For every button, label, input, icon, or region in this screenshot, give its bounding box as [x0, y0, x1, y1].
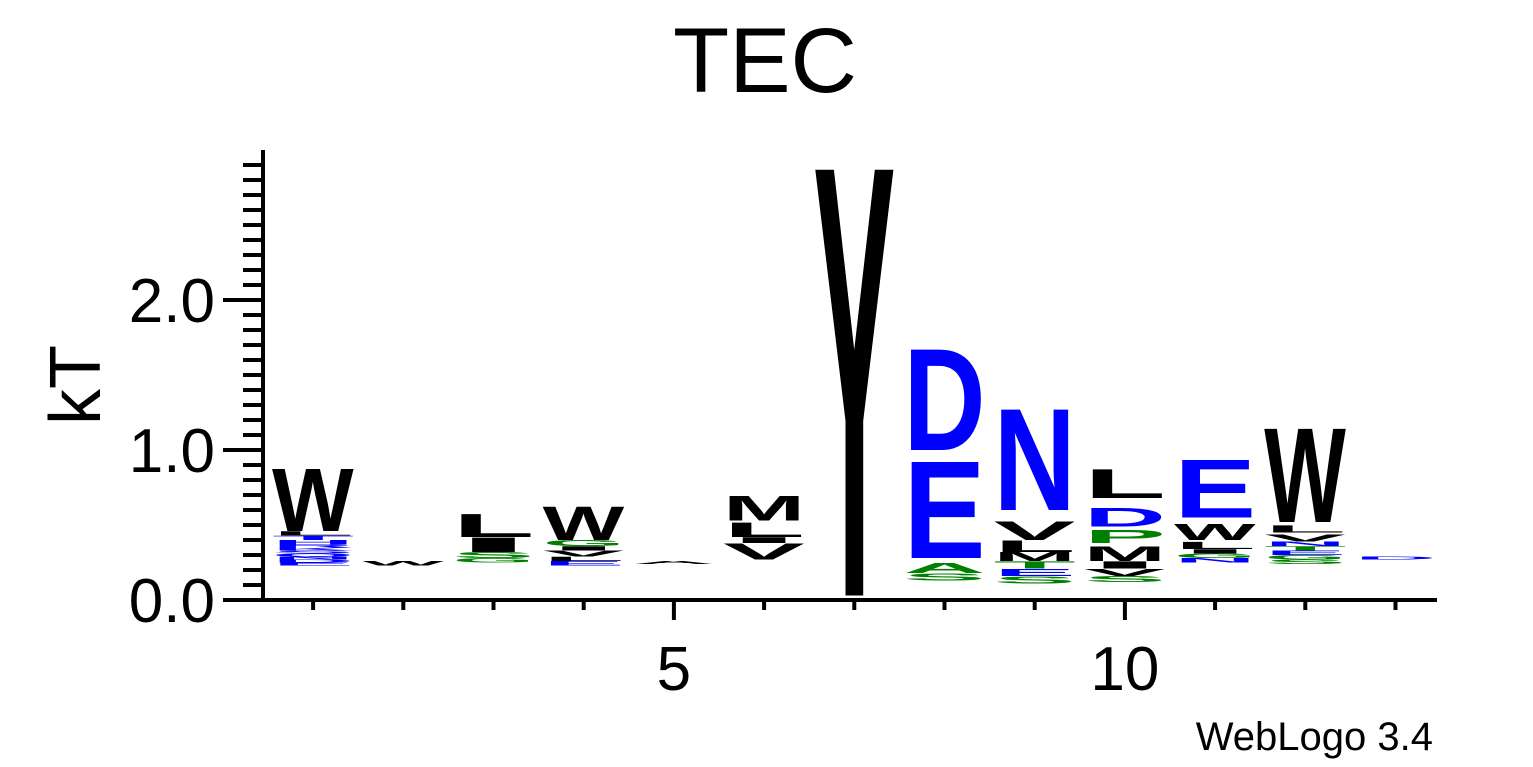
logo-letter-v: V: [994, 516, 1076, 546]
logo-letter-l: L: [1084, 461, 1166, 507]
logo-letter-s: S: [452, 550, 534, 559]
logo-letter-l: L: [452, 507, 534, 544]
logo-letter-i: I: [1174, 548, 1256, 555]
logo-letter-i: I: [1084, 559, 1166, 571]
logo-letter-t: T: [272, 534, 354, 541]
x-tick-label: 10: [1090, 635, 1159, 704]
logo-letter-v: V: [1084, 567, 1166, 579]
logo-letter-a: A: [903, 560, 985, 576]
tick-marks: [223, 163, 1398, 620]
logo-letter-e: E: [272, 562, 354, 567]
logo-letter-s: S: [1264, 558, 1346, 565]
logo-letter-i: I: [723, 536, 805, 545]
logo-letter-a: A: [633, 560, 715, 565]
logo-letter-n: N: [1174, 557, 1256, 564]
logo-letter-l: L: [272, 530, 354, 537]
y-tick-label: 0.0: [129, 567, 215, 636]
logo-letter-s: S: [1084, 574, 1166, 583]
logo-letter-l: L: [1174, 540, 1256, 552]
logo-letter-r: R: [272, 544, 354, 549]
logo-letter-e: E: [543, 560, 625, 567]
y-tick-label: 2.0: [129, 267, 215, 336]
x-tick-labels: 5 10: [657, 635, 1160, 704]
logo-letter-e: E: [994, 567, 1076, 579]
logo-column: W: [362, 560, 444, 567]
logo-column: A: [633, 560, 715, 565]
logo-letter-g: G: [543, 538, 625, 547]
y-tick-labels: 0.0 1.0 2.0: [129, 267, 215, 636]
logo-letter-s: S: [994, 574, 1076, 586]
logo-column: D: [1354, 556, 1436, 561]
logo-letter-e: E: [1174, 443, 1256, 536]
logo-letter-k: K: [272, 547, 354, 552]
x-tick-label: 5: [657, 635, 691, 704]
y-axis-label: kT: [36, 345, 116, 425]
logo-letter-m: M: [1084, 542, 1166, 565]
logo-letter-m: M: [723, 488, 805, 528]
logo-letter-e: E: [1264, 549, 1346, 556]
logo-column: Y: [813, 35, 895, 727]
logo-letter-v: V: [723, 539, 805, 565]
logo-letter-l: L: [723, 518, 805, 541]
logo-letter-l: L: [1264, 523, 1346, 535]
logo-letter-q: Q: [272, 553, 354, 558]
logo-letter-g: G: [452, 557, 534, 564]
logo-letter-l: L: [994, 537, 1076, 556]
logo-letter-s: S: [272, 550, 354, 555]
logo-letter-w: W: [1174, 520, 1256, 545]
logo-letter-g: G: [1264, 554, 1346, 561]
logo-letter-y: Y: [813, 35, 895, 727]
logo-letter-h: H: [272, 539, 354, 546]
logo-letter-i: I: [452, 533, 534, 556]
logo-letter-w: W: [1264, 400, 1346, 551]
logo-letter-p: P: [1084, 526, 1166, 547]
logo-letter-w: W: [362, 560, 444, 567]
logo-letter-d: D: [903, 318, 985, 481]
weblogo-version-footer: WebLogo 3.4: [1196, 715, 1433, 759]
logo-letter-w: W: [543, 497, 625, 550]
logo-letter-t: T: [1264, 545, 1346, 552]
chart-title: TEC: [673, 10, 857, 112]
logo-letter-d: D: [1084, 502, 1166, 532]
logo-letter-v: V: [543, 549, 625, 558]
y-tick-label: 1.0: [129, 417, 215, 486]
logo-letter-l: L: [543, 555, 625, 562]
logo-letter-n: N: [272, 556, 354, 561]
logo-letter-d: D: [1354, 556, 1436, 561]
logo-letter-w: W: [272, 450, 355, 551]
logo-letter-t: T: [994, 559, 1076, 571]
logo-letter-v: V: [1264, 532, 1346, 544]
logo-letter-m: M: [994, 550, 1076, 564]
logo-letter-i: I: [543, 545, 625, 552]
logo-letter-n: N: [1264, 540, 1346, 547]
logo-letter-e: E: [903, 432, 985, 588]
logo-letter-g: G: [1174, 552, 1256, 559]
logo-letter-n: N: [994, 378, 1076, 541]
logo-letter-s: S: [903, 571, 985, 583]
logo-letter-d: D: [272, 559, 354, 564]
